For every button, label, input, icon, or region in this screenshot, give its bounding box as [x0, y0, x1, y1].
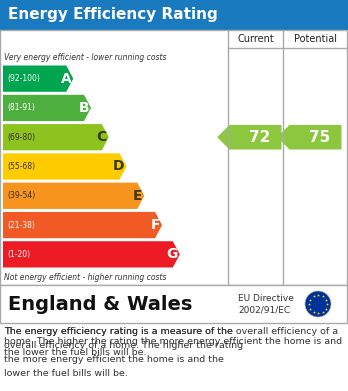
Text: (55-68): (55-68) [7, 162, 35, 171]
Text: England & Wales: England & Wales [8, 294, 192, 314]
Text: Potential: Potential [294, 34, 337, 44]
Text: Energy Efficiency Rating: Energy Efficiency Rating [8, 7, 218, 23]
Text: G: G [166, 248, 178, 261]
Text: E: E [133, 189, 142, 203]
Text: The energy efficiency rating is a measure of the overall efficiency of a home. T: The energy efficiency rating is a measur… [4, 327, 342, 357]
Polygon shape [3, 212, 162, 238]
Text: B: B [78, 101, 89, 115]
Polygon shape [217, 125, 282, 149]
Polygon shape [3, 153, 127, 179]
Bar [0, 30, 347, 285]
Polygon shape [3, 124, 109, 151]
Text: Current: Current [237, 34, 274, 44]
Text: (1-20): (1-20) [7, 250, 30, 259]
Text: (81-91): (81-91) [7, 104, 35, 113]
Text: The energy efficiency rating is a measure of the: The energy efficiency rating is a measur… [4, 327, 233, 336]
Text: (69-80): (69-80) [7, 133, 35, 142]
Text: the more energy efficient the home is and the: the more energy efficient the home is an… [4, 355, 224, 364]
Polygon shape [277, 125, 341, 149]
Text: (39-54): (39-54) [7, 191, 35, 200]
Text: lower the fuel bills will be.: lower the fuel bills will be. [4, 369, 128, 378]
Text: F: F [151, 218, 160, 232]
Text: C: C [96, 130, 107, 144]
Text: Not energy efficient - higher running costs: Not energy efficient - higher running co… [4, 273, 166, 282]
Text: A: A [61, 72, 71, 86]
Text: 2002/91/EC: 2002/91/EC [238, 305, 290, 314]
Polygon shape [3, 95, 91, 121]
Text: EU Directive: EU Directive [238, 294, 294, 303]
Text: D: D [113, 160, 125, 174]
Text: (92-100): (92-100) [7, 74, 40, 83]
Polygon shape [3, 183, 144, 209]
Text: Very energy efficient - lower running costs: Very energy efficient - lower running co… [4, 52, 166, 61]
Bar [0, 285, 347, 323]
Circle shape [305, 291, 331, 317]
Text: (21-38): (21-38) [7, 221, 35, 230]
Polygon shape [3, 241, 180, 267]
Polygon shape [3, 66, 73, 92]
Text: 72: 72 [248, 130, 270, 145]
Bar [0, 0, 348, 30]
Text: 75: 75 [309, 130, 330, 145]
Text: overall efficiency of a home. The higher the rating: overall efficiency of a home. The higher… [4, 341, 243, 350]
